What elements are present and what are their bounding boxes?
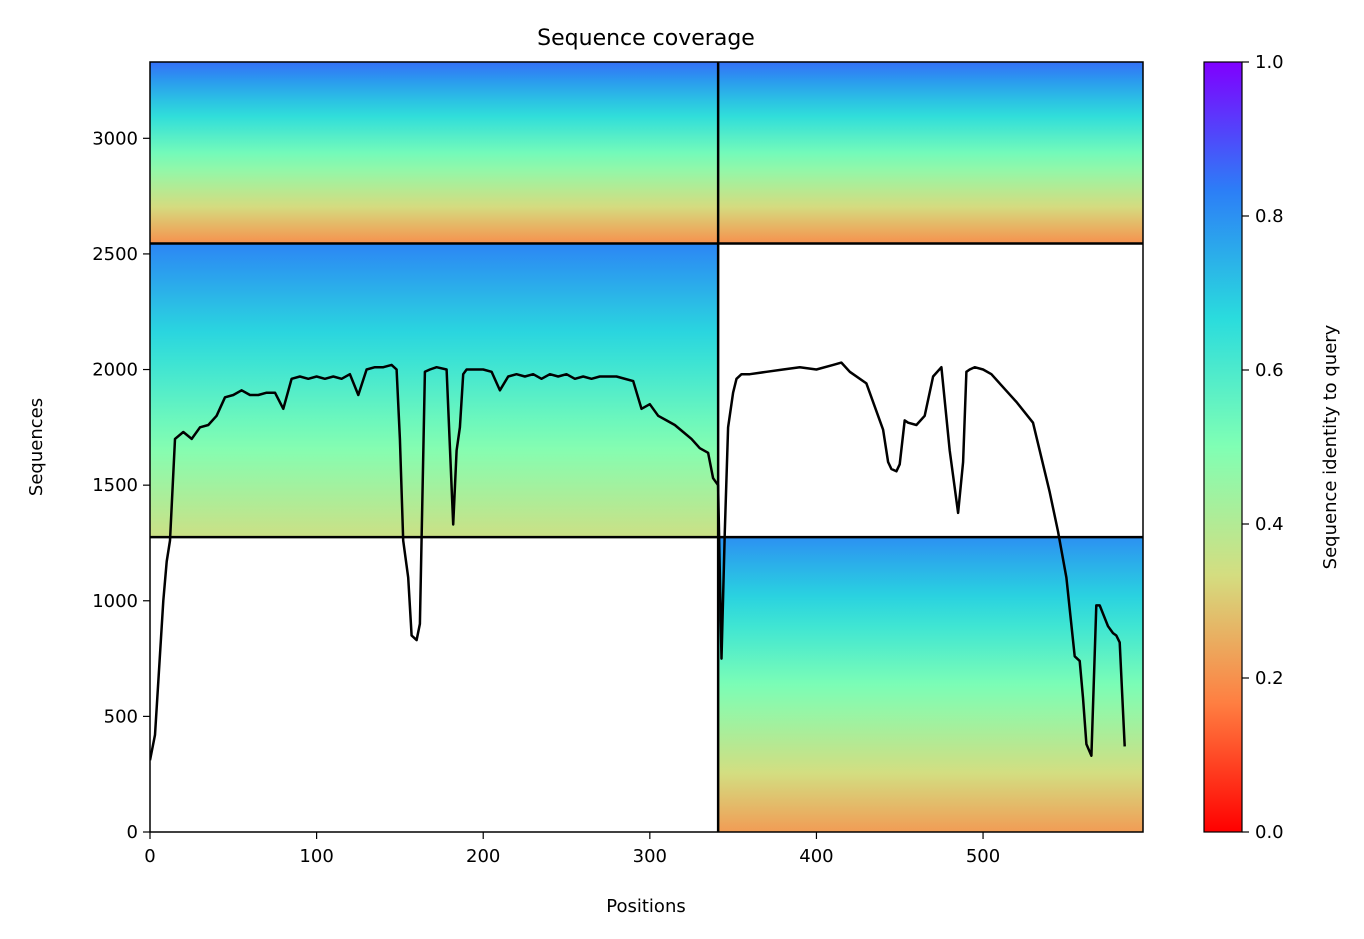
plot-frame	[149, 61, 1144, 833]
heatmap-block	[718, 62, 1143, 244]
coverage-line	[150, 361, 1126, 761]
colorbar-tick-label: 0.0	[1255, 822, 1284, 843]
colorbar-label: Sequence identity to query	[1320, 324, 1341, 569]
colorbar-tick-label: 1.0	[1255, 52, 1284, 73]
x-tick-label: 100	[299, 846, 333, 867]
colorbar	[1203, 61, 1243, 833]
x-tick-label: 500	[966, 846, 1000, 867]
x-tick-label: 300	[633, 846, 667, 867]
colorbar-ticks: 0.0 0.2 0.4 0.6 0.8 1.0	[1242, 52, 1284, 843]
colorbar-tick-label: 0.6	[1255, 360, 1284, 381]
x-tick-label: 400	[799, 846, 833, 867]
heatmap-block	[150, 62, 719, 244]
y-tick-label: 500	[104, 706, 138, 727]
heatmap-block	[150, 243, 719, 538]
y-axis: 0 500 1000 1500 2000 2500 3000	[92, 128, 150, 843]
heatmap-block	[718, 537, 1143, 832]
y-tick-label: 1000	[92, 591, 138, 612]
x-tick-label: 200	[466, 846, 500, 867]
y-tick-label: 3000	[92, 128, 138, 149]
y-tick-label: 0	[127, 822, 138, 843]
colorbar-tick-label: 0.4	[1255, 514, 1284, 535]
y-tick-label: 2500	[92, 244, 138, 265]
x-axis-label: Positions	[606, 896, 685, 917]
x-axis: 0 100 200 300 400 500	[144, 832, 1000, 867]
x-tick-label: 0	[144, 846, 155, 867]
coverage-line-layer	[150, 62, 1143, 832]
chart-title: Sequence coverage	[537, 26, 755, 51]
y-tick-label: 2000	[92, 360, 138, 381]
colorbar-tick-label: 0.2	[1255, 668, 1284, 689]
colorbar-tick-label: 0.8	[1255, 206, 1284, 227]
coverage-heatmap	[150, 62, 1143, 832]
y-axis-label: Sequences	[26, 398, 47, 496]
y-tick-label: 1500	[92, 475, 138, 496]
